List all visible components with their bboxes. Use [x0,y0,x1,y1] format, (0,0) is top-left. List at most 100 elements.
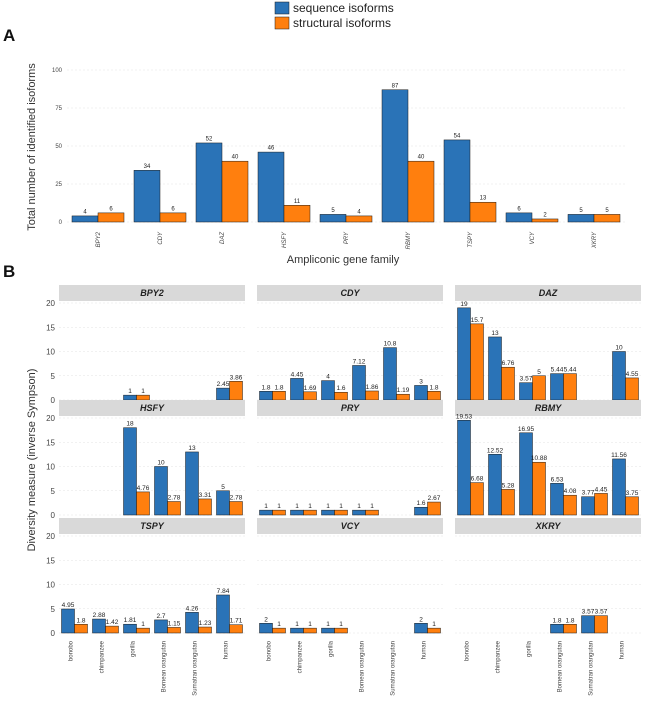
x-tick-chimpanzee: chimpanzee [100,640,106,673]
facet-strip [257,518,443,534]
panel-a-y-axis-title: Total number of identified isoforms [26,63,38,231]
bar-vcy-gorilla-sequence [321,627,335,634]
value-label-structural: 4.76 [137,485,150,492]
value-label-sequence: 2 [264,616,268,623]
value-label-sequence: 19.53 [456,413,473,420]
value-label-structural: 5.28 [502,482,515,489]
panel-a-value-label: 87 [392,83,399,89]
panel-a-bar-hsfy-structural [283,205,311,223]
legend-label-structural: structural isoforms [293,16,391,30]
value-label-structural: 1.42 [106,619,119,626]
bar-cdy-bornean-orangutan-sequence [352,365,366,401]
value-label-sequence: 3 [419,378,423,385]
x-tick-human: human [224,641,230,659]
value-label-structural: 1 [432,621,436,628]
value-label-sequence: 5 [221,484,225,491]
panel-a-value-label: 52 [206,136,213,142]
value-label-structural: 6.68 [471,476,484,483]
x-tick-gorilla: gorilla [329,640,335,657]
facet-hsfy: HSFY 0 5 10 15 20 18 4.76 10 2.78 13 3.31 5 2.78 [46,400,245,520]
bar-rbmy-bonobo-structural [470,482,484,516]
bar-tspy-bornean-orangutan-structural [167,627,181,634]
value-label-sequence: 11.56 [611,452,627,459]
value-label-structural: 1 [370,503,374,510]
facet-strip [455,518,641,534]
value-label-sequence: 4.45 [291,371,304,378]
x-tick-chimpanzee: chimpanzee [496,640,502,673]
value-label-sequence: 6.53 [551,476,564,483]
value-label-sequence: 12.52 [487,447,504,454]
panel-a-x-tick-vcy: VCY [530,231,536,244]
value-label-sequence: 4 [326,374,330,381]
bar-pry-bornean-orangutan-structural [365,509,379,516]
bar-rbmy-human-structural [625,496,639,516]
value-label-sequence: 1 [128,388,132,395]
panel-a-x-tick-tspy: TSPY [468,231,474,248]
panel-a-y-tick-label: 25 [55,182,62,188]
facet-strip [257,285,443,301]
bar-rbmy-gorilla-sequence [519,432,533,516]
value-label-sequence: 1.6 [416,500,425,507]
legend-swatch-sequence [274,1,290,15]
value-label-structural: 10.88 [531,455,548,462]
facet-title-cdy: CDY [340,288,360,298]
value-label-sequence: 2.7 [156,613,165,620]
value-label-sequence: 7.84 [217,588,230,595]
bar-vcy-human-structural [427,627,441,634]
bar-cdy-chimpanzee-structural [303,391,317,401]
facet-cdy: CDY 1.8 1.8 4.451.69 4 1.6 7.12 1.86 10.8 1.19 3 1.… [257,285,443,401]
panel-b-y-axis-title: Diversity measure (inverse Sympson) [26,369,38,552]
bar-pry-chimpanzee-sequence [290,509,304,516]
value-label-structural: 1 [339,621,343,628]
value-label-structural: 1 [277,503,281,510]
value-label-sequence: 10 [615,345,623,352]
bar-rbmy-chimpanzee-sequence [488,454,502,516]
bar-hsfy-bornean-orangutan-structural [167,501,181,516]
value-label-sequence: 10.8 [384,341,397,348]
value-label-structural: 1.8 [274,384,283,391]
panel-b-facets: Diversity measure (inverse Sympson) BPY2… [26,285,641,696]
facet-strip [455,285,641,301]
facet-rbmy: RBMY 19.53 6.68 12.52 5.28 16.95 10.88 6.534.08… [455,400,641,516]
panel-b-y-tick-label: 0 [51,511,56,520]
bar-pry-bonobo-structural [272,509,286,516]
bar-cdy-sumatran-orangutan-structural [396,393,410,401]
panel-a-value-label: 54 [454,133,461,139]
x-tick-bonobo: bonobo [69,640,75,661]
legend: sequence isoforms structural isoforms [274,1,394,30]
value-label-sequence: 1.8 [552,617,561,624]
bar-pry-bonobo-sequence [259,509,273,516]
bar-pry-human-structural [427,501,441,516]
bar-tspy-chimpanzee-structural [105,625,119,634]
bar-hsfy-bornean-orangutan-sequence [154,466,168,516]
bar-cdy-human-structural [427,391,441,401]
value-label-structural: 4.45 [595,486,608,493]
facet-title-pry: PRY [341,403,360,413]
x-tick-sumatran-orangutan: Sumatran orangutan [193,641,199,696]
facet-bpy2: BPY2 0 5 10 15 20 1 1 2.453.86 [46,285,245,405]
value-label-sequence: 1.8 [261,384,270,391]
value-label-structural: 3.31 [199,492,212,499]
value-label-structural: 2.78 [168,495,181,502]
bar-pry-gorilla-sequence [321,509,335,516]
facet-title-hsfy: HSFY [140,403,165,413]
panel-a-x-tick-daz: DAZ [220,232,226,244]
value-label-sequence: 3.57 [520,376,533,383]
bar-bpy2-human-sequence [216,387,230,401]
value-label-sequence: 1 [295,503,299,510]
x-tick-human: human [422,641,428,659]
panel-a-bar-daz-structural [221,160,249,223]
x-tick-gorilla: gorilla [131,640,137,657]
bar-bpy2-gorilla-structural [136,394,150,401]
value-label-structural: 1.69 [304,385,317,392]
panel-b-y-tick-label: 20 [46,299,55,308]
panel-a-bar-bpy2-structural [97,212,125,223]
panel-a-y-tick-label: 50 [55,144,62,150]
panel-a-value-label: 2 [543,212,547,218]
bar-pry-bornean-orangutan-sequence [352,509,366,516]
panel-a-value-label: 4 [83,209,87,215]
value-label-sequence: 3.77 [582,490,595,497]
panel-a-value-label: 46 [268,146,275,152]
bar-cdy-gorilla-sequence [321,380,335,401]
panel-a-bar-cdy-sequence [133,170,161,223]
